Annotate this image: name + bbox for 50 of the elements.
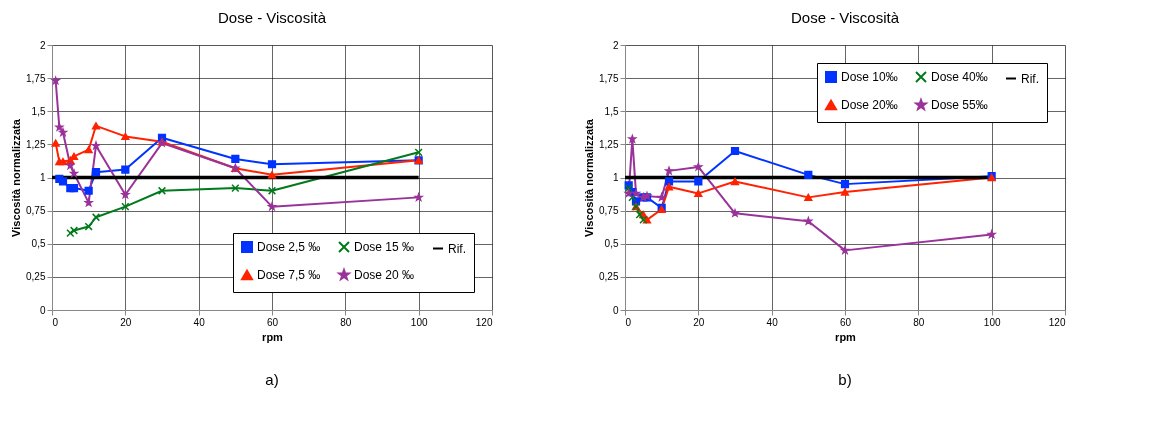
y-tick-label: 0 xyxy=(39,304,46,316)
x-tick-label: 20 xyxy=(693,316,705,328)
y-tick-label: 2 xyxy=(612,39,619,51)
y-tick-label: 0,5 xyxy=(31,238,46,250)
legend-label: Rif. xyxy=(448,241,466,256)
y-tick-label: 0,25 xyxy=(599,271,619,283)
chart-title: Dose - Viscosità xyxy=(790,9,900,26)
legend-label: Dose 10‰ xyxy=(841,70,898,84)
y-tick-label: 1 xyxy=(612,172,619,183)
x-tick-label: 0 xyxy=(52,316,59,328)
x-tick-label: 60 xyxy=(839,316,852,328)
y-tick-label: 0,25 xyxy=(26,271,46,283)
x-tick-label: 80 xyxy=(913,316,925,328)
legend-label: Dose 2,5 ‰ xyxy=(257,240,321,254)
y-tick-label: 0,75 xyxy=(599,205,619,217)
legend-label: Rif. xyxy=(1021,71,1039,86)
y-tick-label: 1,75 xyxy=(26,72,46,84)
x-tick-label: 40 xyxy=(193,316,206,328)
text: b) xyxy=(838,371,852,388)
legend-label: Dose 20 ‰ xyxy=(354,268,415,282)
x-tick-label: 40 xyxy=(766,316,779,328)
x-tick-label: 80 xyxy=(340,316,352,328)
legend-label: Dose 40‰ xyxy=(931,70,988,84)
x-tick-label: 20 xyxy=(120,316,132,328)
legend-label: Dose 7,5 ‰ xyxy=(257,268,321,282)
legend-label: Dose 15 ‰ xyxy=(354,240,415,254)
x-axis-title: rpm xyxy=(262,330,284,343)
x-tick-label: 60 xyxy=(266,316,279,328)
y-axis-title: Viscosità normalizzata xyxy=(583,118,596,237)
x-tick-label: 120 xyxy=(1048,316,1066,328)
y-tick-label: 1,5 xyxy=(604,105,619,117)
legend-label: Dose 20‰ xyxy=(841,98,898,112)
y-axis-title: Viscosità normalizzata xyxy=(10,118,23,237)
y-tick-label: 1,25 xyxy=(26,138,46,150)
x-tick-label: 100 xyxy=(983,316,1001,328)
chart-title: Dose - Viscosità xyxy=(217,9,327,26)
y-tick-label: 0 xyxy=(612,304,619,316)
x-axis-title: rpm xyxy=(835,330,857,343)
y-tick-label: 2 xyxy=(39,39,46,51)
y-tick-label: 1,75 xyxy=(599,72,619,84)
y-tick-label: 0,75 xyxy=(26,205,46,217)
x-tick-label: 100 xyxy=(410,316,428,328)
x-tick-label: 120 xyxy=(475,316,493,328)
legend-label: Dose 55‰ xyxy=(931,98,988,112)
y-tick-label: 0,5 xyxy=(604,238,619,250)
text: a) xyxy=(265,371,279,388)
y-tick-label: 1,25 xyxy=(599,138,619,150)
y-tick-label: 1,5 xyxy=(31,105,46,117)
y-tick-label: 1 xyxy=(39,172,46,183)
x-tick-label: 0 xyxy=(625,316,632,328)
